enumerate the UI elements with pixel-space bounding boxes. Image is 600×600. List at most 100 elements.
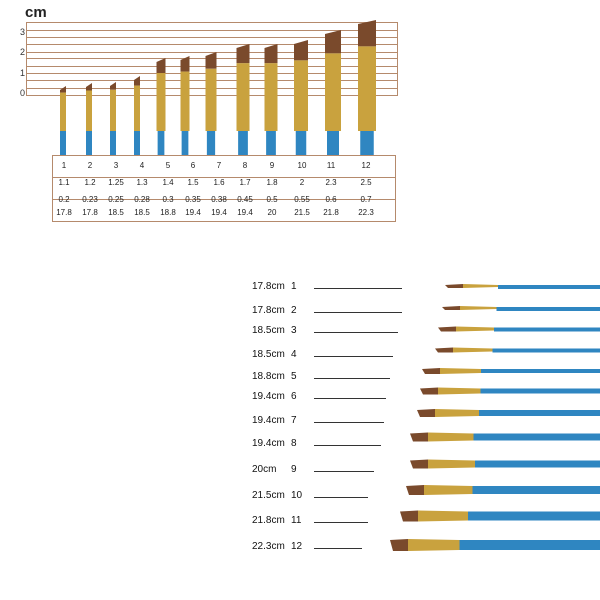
table-cell: 0.6 xyxy=(325,195,337,204)
brush-number: 3 xyxy=(291,325,297,336)
table-cell: 3 xyxy=(113,161,119,170)
top-brush-3 xyxy=(110,82,116,155)
length-label: 17.8cm xyxy=(252,281,285,292)
brush-number: 11 xyxy=(291,515,302,526)
bottom-brush-1 xyxy=(445,284,600,289)
leader-line xyxy=(314,332,398,333)
table-cell: 0.23 xyxy=(82,195,98,204)
bottom-brush-6 xyxy=(420,387,600,395)
ruler-line xyxy=(26,44,398,45)
table-cell: 0.35 xyxy=(185,195,201,204)
top-brush-set xyxy=(60,20,376,155)
length-label: 20cm xyxy=(252,464,277,475)
leader-line xyxy=(314,497,368,498)
table-cell: 4 xyxy=(139,161,145,170)
leader-line xyxy=(314,378,390,379)
table-cell: 18.5 xyxy=(108,208,124,217)
top-brush-11 xyxy=(325,30,341,155)
table-cell: 18.5 xyxy=(134,208,150,217)
bottom-brush-10 xyxy=(406,485,600,495)
length-label: 19.4cm xyxy=(252,391,285,402)
bottom-brush-8 xyxy=(410,432,600,442)
ruler-y-label: 0 xyxy=(20,88,26,98)
brush-number: 8 xyxy=(291,438,297,449)
brush-number: 5 xyxy=(291,371,297,382)
top-brush-1 xyxy=(60,86,66,155)
top-brush-6 xyxy=(180,56,190,155)
leader-line xyxy=(314,522,368,523)
length-label: 21.8cm xyxy=(252,515,285,526)
leader-line xyxy=(314,312,402,313)
ruler-line xyxy=(26,30,398,31)
ruler-edge xyxy=(26,22,27,96)
table-cell: 19.4 xyxy=(237,208,253,217)
brush-number: 9 xyxy=(291,464,297,475)
top-brush-5 xyxy=(156,58,166,155)
table-cell: 1 xyxy=(61,161,67,170)
table-cell: 1.25 xyxy=(108,178,124,187)
table-cell: 12 xyxy=(361,161,371,170)
brush-number: 10 xyxy=(291,490,303,501)
table-cell: 2 xyxy=(87,161,93,170)
top-brush-12 xyxy=(358,20,376,155)
table-cell: 0.38 xyxy=(211,195,227,204)
length-label: 18.5cm xyxy=(252,325,285,336)
table-cell: 11 xyxy=(326,161,336,170)
bottom-brush-4 xyxy=(435,347,600,353)
table-edge xyxy=(395,155,396,221)
top-brush-4 xyxy=(134,76,140,155)
size-table: 1 2 3 4 5 6 7 8 9 10 11 12 1.1 1.2 1.25 1.3 1.4 1.5 1.6 1.7… xyxy=(52,155,396,222)
table-cell: 0.7 xyxy=(360,195,372,204)
top-brush-7 xyxy=(205,52,217,155)
table-cell: 0.5 xyxy=(266,195,278,204)
leader-line xyxy=(314,356,393,357)
bottom-brush-2 xyxy=(442,306,600,311)
table-cell: 9 xyxy=(269,161,275,170)
leader-line xyxy=(314,445,381,446)
top-brush-8 xyxy=(236,44,250,155)
table-cell: 10 xyxy=(297,161,307,170)
table-cell: 0.55 xyxy=(294,195,310,204)
table-cell: 1.2 xyxy=(84,178,96,187)
table-cell: 6 xyxy=(190,161,196,170)
table-rule xyxy=(52,177,396,178)
unit-label: cm xyxy=(25,4,47,21)
brush-number: 7 xyxy=(291,415,297,426)
leader-line xyxy=(314,398,386,399)
brush-number: 6 xyxy=(291,391,297,402)
table-cell: 1.8 xyxy=(266,178,278,187)
top-brush-10 xyxy=(294,40,308,155)
table-cell: 0.2 xyxy=(58,195,70,204)
table-cell: 2.3 xyxy=(325,178,337,187)
leader-line xyxy=(314,548,362,549)
bottom-brush-set xyxy=(390,284,600,551)
bottom-brush-3 xyxy=(438,326,600,332)
brush-number: 4 xyxy=(291,349,297,360)
brush-number: 2 xyxy=(291,305,297,316)
leader-line xyxy=(314,422,384,423)
table-cell: 7 xyxy=(216,161,222,170)
table-cell: 1.3 xyxy=(136,178,148,187)
table-rule xyxy=(52,221,396,222)
ruler-line xyxy=(26,22,398,23)
table-cell: 1.5 xyxy=(187,178,199,187)
table-rule xyxy=(52,155,396,156)
table-cell: 1.7 xyxy=(239,178,251,187)
table-cell: 17.8 xyxy=(82,208,98,217)
bottom-brush-12 xyxy=(390,539,600,551)
table-cell: 0.3 xyxy=(162,195,174,204)
length-label: 19.4cm xyxy=(252,415,285,426)
table-cell: 20 xyxy=(267,208,277,217)
table-rule xyxy=(52,199,396,200)
table-cell: 1.1 xyxy=(58,178,70,187)
leader-line xyxy=(314,288,402,289)
table-cell: 0.28 xyxy=(134,195,150,204)
bottom-brush-11 xyxy=(400,510,600,522)
ruler-y-label: 3 xyxy=(20,27,26,37)
top-brush-9 xyxy=(264,44,278,155)
table-cell: 5 xyxy=(165,161,171,170)
brush-number: 1 xyxy=(291,281,297,292)
ruler-line xyxy=(26,52,398,53)
bottom-brush-9 xyxy=(410,459,600,469)
table-cell: 2 xyxy=(299,178,305,187)
